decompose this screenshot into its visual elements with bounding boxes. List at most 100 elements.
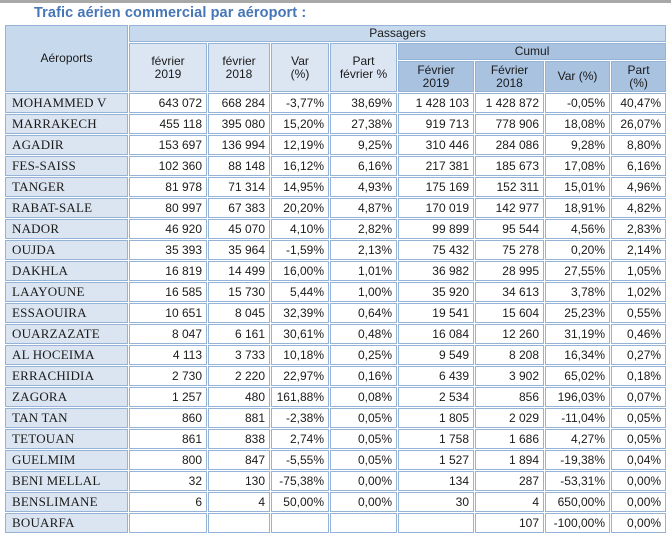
cell-cumul-feb-2019: 170 019 (398, 198, 474, 219)
cell-feb-2019: 35 393 (129, 240, 207, 261)
table-body: MOHAMMED V 643 072 668 284 -3,77% 38,69% 1 42… (5, 93, 667, 533)
cell-cumul-feb-2019: 16 084 (398, 324, 474, 345)
cell-cumul-feb-2018: 856 (475, 387, 544, 408)
airport-name: MOHAMMED V (5, 93, 128, 114)
airport-name: TETOUAN (5, 429, 128, 450)
cell-feb-2019: 16 819 (129, 261, 207, 282)
cell-var-pct: 30,61% (271, 324, 329, 345)
cell-part-feb (330, 513, 397, 533)
cell-var-pct: 22,97% (271, 366, 329, 387)
cell-feb-2018: 14 499 (208, 261, 270, 282)
cell-feb-2019: 2 730 (129, 366, 207, 387)
airport-name: BENI MELLAL (5, 471, 128, 492)
cell-cumul-var-pct: 31,19% (545, 324, 610, 345)
airport-name: AL HOCEIMA (5, 345, 128, 366)
table-row: BENI MELLAL 32 130 -75,38% 0,00% 134 287 -53,31… (5, 471, 667, 492)
header-row-passengers: Aéroports Passagers (5, 25, 667, 93)
cell-cumul-feb-2018: 107 (475, 513, 544, 533)
cell-feb-2018: 881 (208, 408, 270, 429)
cell-cumul-feb-2019: 99 899 (398, 219, 474, 240)
cell-cumul-var-pct: 16,34% (545, 345, 610, 366)
cell-cumul-feb-2018: 15 604 (475, 303, 544, 324)
cell-cumul-var-pct: -53,31% (545, 471, 610, 492)
cell-feb-2019: 1 257 (129, 387, 207, 408)
header-row-cumul: février 2019 février 2018 Var (%) Part f… (5, 43, 667, 93)
cell-feb-2019: 10 651 (129, 303, 207, 324)
cell-feb-2019: 860 (129, 408, 207, 429)
cell-cumul-feb-2018: 185 673 (475, 156, 544, 177)
cell-cumul-var-pct: 650,00% (545, 492, 610, 513)
cell-cumul-feb-2018: 3 902 (475, 366, 544, 387)
cell-cumul-var-pct: 196,03% (545, 387, 610, 408)
cell-part-feb: 1,00% (330, 282, 397, 303)
table-row: OUARZAZATE 8 047 6 161 30,61% 0,48% 16 084 12 … (5, 324, 667, 345)
cell-cumul-feb-2019: 1 428 103 (398, 93, 474, 114)
cell-cumul-feb-2019: 1 758 (398, 429, 474, 450)
cell-feb-2019: 153 697 (129, 135, 207, 156)
cell-cumul-feb-2019: 1 805 (398, 408, 474, 429)
cell-feb-2018: 847 (208, 450, 270, 471)
cell-feb-2019: 8 047 (129, 324, 207, 345)
cell-var-pct: 2,74% (271, 429, 329, 450)
table-row: ZAGORA 1 257 480 161,88% 0,08% 2 534 856 196,03… (5, 387, 667, 408)
cell-cumul-var-pct: 4,56% (545, 219, 610, 240)
cell-feb-2018: 3 733 (208, 345, 270, 366)
cell-cumul-feb-2018: 142 977 (475, 198, 544, 219)
cell-cumul-feb-2019: 36 982 (398, 261, 474, 282)
airport-name: FES-SAISS (5, 156, 128, 177)
cell-cumul-part-pct: 4,96% (611, 177, 667, 198)
table-row: ESSAOUIRA 10 651 8 045 32,39% 0,64% 19 541 15 … (5, 303, 667, 324)
cell-cumul-part-pct: 0,55% (611, 303, 667, 324)
cell-feb-2018: 35 964 (208, 240, 270, 261)
table-row: MOHAMMED V 643 072 668 284 -3,77% 38,69% 1 42… (5, 93, 667, 114)
cell-cumul-part-pct: 2,83% (611, 219, 667, 240)
table-row: LAAYOUNE 16 585 15 730 5,44% 1,00% 35 920 34 6… (5, 282, 667, 303)
cell-cumul-feb-2019: 19 541 (398, 303, 474, 324)
cell-cumul-feb-2019: 30 (398, 492, 474, 513)
table-header: Aéroports Passagers février 2019 février… (5, 25, 667, 93)
airport-name: DAKHLA (5, 261, 128, 282)
cell-var-pct: 5,44% (271, 282, 329, 303)
cell-var-pct: 10,18% (271, 345, 329, 366)
column-header-airports: Aéroports (5, 25, 128, 93)
cell-cumul-feb-2019: 217 381 (398, 156, 474, 177)
cell-feb-2018: 8 045 (208, 303, 270, 324)
airport-name: ERRACHIDIA (5, 366, 128, 387)
cell-feb-2018: 130 (208, 471, 270, 492)
cell-cumul-part-pct: 2,14% (611, 240, 667, 261)
group-header-passengers: Passagers (129, 25, 667, 43)
cell-feb-2018: 45 070 (208, 219, 270, 240)
cell-cumul-var-pct: 15,01% (545, 177, 610, 198)
column-header-part-feb: Part février % (330, 43, 397, 93)
airport-name: GUELMIM (5, 450, 128, 471)
cell-cumul-part-pct: 0,05% (611, 408, 667, 429)
table-row: BOUARFA 107 -100,00% 0,00% (5, 513, 667, 533)
header-row-cumul-sub: Février 2019 Février 2018 Var (%) Part (… (5, 61, 667, 93)
cell-cumul-feb-2018: 1 428 872 (475, 93, 544, 114)
airport-name: TAN TAN (5, 408, 128, 429)
cell-part-feb: 6,16% (330, 156, 397, 177)
airport-name: LAAYOUNE (5, 282, 128, 303)
cell-part-feb: 0,16% (330, 366, 397, 387)
table-row: TETOUAN 861 838 2,74% 0,05% 1 758 1 686 4,27% 0,… (5, 429, 667, 450)
cell-feb-2019: 81 978 (129, 177, 207, 198)
cell-feb-2018: 6 161 (208, 324, 270, 345)
window-edge (0, 0, 671, 3)
cell-cumul-feb-2018: 12 260 (475, 324, 544, 345)
cell-part-feb: 2,82% (330, 219, 397, 240)
cell-cumul-feb-2018: 95 544 (475, 219, 544, 240)
cell-var-pct: 50,00% (271, 492, 329, 513)
cell-feb-2019: 6 (129, 492, 207, 513)
column-header-feb-2018: février 2018 (208, 43, 270, 93)
cell-feb-2019: 643 072 (129, 93, 207, 114)
column-header-cumul-part-pct: Part (%) (611, 61, 667, 93)
cell-cumul-var-pct: 9,28% (545, 135, 610, 156)
airport-name: TANGER (5, 177, 128, 198)
cell-cumul-part-pct: 0,00% (611, 492, 667, 513)
cell-part-feb: 38,69% (330, 93, 397, 114)
table-row: DAKHLA 16 819 14 499 16,00% 1,01% 36 982 28 99… (5, 261, 667, 282)
cell-cumul-var-pct: 65,02% (545, 366, 610, 387)
table-row: MARRAKECH 455 118 395 080 15,20% 27,38% 919 7… (5, 114, 667, 135)
cell-var-pct: 16,00% (271, 261, 329, 282)
cell-var-pct: 32,39% (271, 303, 329, 324)
